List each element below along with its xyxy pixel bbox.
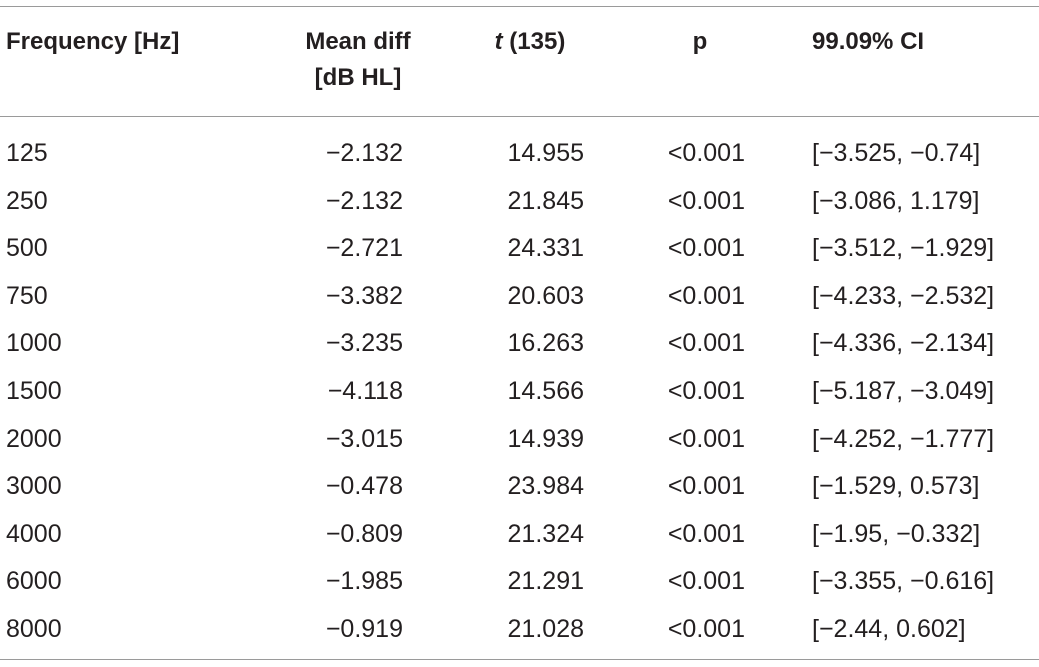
cell-t-statistic: 21.028 [507, 614, 584, 643]
cell-p-value: <0.001 [667, 281, 745, 310]
table-body: 125 −2.132 14.955 <0.001 [−3.525, −0.74] 250 −… [0, 130, 1039, 654]
cell-p-value: <0.001 [667, 329, 745, 358]
cell-t-statistic: 21.845 [507, 186, 584, 215]
cell-t-statistic: 14.566 [507, 376, 584, 405]
cell-t-statistic: 23.984 [507, 472, 584, 501]
cell-p-value: <0.001 [667, 424, 745, 453]
cell-confidence-interval: [−5.187, −3.049] [812, 376, 995, 405]
cell-frequency: 8000 [6, 614, 62, 643]
cell-confidence-interval: [−4.336, −2.134] [812, 329, 995, 358]
cell-t-statistic: 20.603 [507, 281, 584, 310]
cell-p-value: <0.001 [667, 139, 745, 167]
cell-p-value: <0.001 [667, 472, 745, 501]
header-mean-diff-line1: Mean diff [305, 28, 411, 55]
cell-confidence-interval: [−4.233, −2.532] [812, 281, 995, 310]
cell-frequency: 3000 [6, 472, 62, 501]
cell-confidence-interval: [−2.44, 0.602] [812, 614, 966, 643]
cell-mean-diff: −4.118 [327, 376, 403, 405]
table-row: 1000 −3.235 16.263 <0.001 [−4.336, −2.134] [0, 320, 1039, 368]
table-top-rule [0, 6, 1039, 7]
cell-confidence-interval: [−3.525, −0.74] [812, 139, 981, 167]
cell-p-value: <0.001 [667, 234, 745, 263]
cell-mean-diff: −2.721 [325, 234, 403, 263]
cell-frequency: 4000 [6, 519, 62, 548]
cell-confidence-interval: [−1.95, −0.332] [812, 519, 981, 548]
cell-t-statistic: 14.955 [507, 139, 584, 167]
table-header: Frequency [Hz] Mean diff [dB HL] t (135)… [0, 24, 1039, 104]
table-row: 500 −2.721 24.331 <0.001 [−3.512, −1.929] [0, 225, 1039, 273]
cell-frequency: 6000 [6, 567, 62, 596]
cell-frequency: 750 [6, 281, 48, 310]
cell-p-value: <0.001 [667, 186, 745, 215]
cell-frequency: 250 [6, 186, 48, 215]
cell-frequency: 125 [6, 139, 48, 167]
table-row: 8000 −0.919 21.028 <0.001 [−2.44, 0.602] [0, 606, 1039, 654]
cell-p-value: <0.001 [667, 567, 745, 596]
cell-mean-diff: −0.478 [325, 472, 403, 501]
table-row: 750 −3.382 20.603 <0.001 [−4.233, −2.532] [0, 273, 1039, 321]
cell-confidence-interval: [−4.252, −1.777] [812, 424, 995, 453]
cell-mean-diff: −0.809 [325, 519, 403, 548]
table-row: 6000 −1.985 21.291 <0.001 [−3.355, −0.616] [0, 558, 1039, 606]
cell-mean-diff: −3.382 [325, 281, 403, 310]
cell-mean-diff: −3.015 [325, 424, 403, 453]
header-t-df: (135) [502, 28, 566, 55]
table-row: 3000 −0.478 23.984 <0.001 [−1.529, 0.573] [0, 463, 1039, 511]
cell-mean-diff: −2.132 [325, 139, 403, 167]
table-row: 125 −2.132 14.955 <0.001 [−3.525, −0.74] [0, 130, 1039, 178]
cell-p-value: <0.001 [667, 614, 745, 643]
cell-t-statistic: 24.331 [507, 234, 584, 263]
table-header-rule [0, 116, 1039, 117]
cell-confidence-interval: [−3.512, −1.929] [812, 234, 995, 263]
cell-t-statistic: 16.263 [507, 329, 584, 358]
cell-t-statistic: 21.291 [507, 567, 584, 596]
cell-frequency: 500 [6, 234, 48, 263]
cell-t-statistic: 14.939 [507, 424, 584, 453]
header-t-statistic: t (135) [470, 24, 590, 60]
cell-mean-diff: −3.235 [325, 329, 403, 358]
cell-mean-diff: −0.919 [325, 614, 403, 643]
cell-frequency: 1500 [6, 376, 62, 405]
table-row: 4000 −0.809 21.324 <0.001 [−1.95, −0.332] [0, 511, 1039, 559]
cell-confidence-interval: [−1.529, 0.573] [812, 472, 980, 501]
cell-frequency: 2000 [6, 424, 62, 453]
cell-p-value: <0.001 [667, 376, 745, 405]
header-p-value: p [692, 28, 708, 55]
header-confidence-interval: 99.09% CI [812, 28, 925, 55]
header-mean-diff: Mean diff [dB HL] [262, 24, 454, 96]
table-row: 1500 −4.118 14.566 <0.001 [−5.187, −3.049] [0, 368, 1039, 416]
cell-confidence-interval: [−3.086, 1.179] [812, 186, 980, 215]
cell-confidence-interval: [−3.355, −0.616] [812, 567, 995, 596]
cell-p-value: <0.001 [667, 519, 745, 548]
table-row: 2000 −3.015 14.939 <0.001 [−4.252, −1.777] [0, 416, 1039, 464]
table-bottom-rule [0, 659, 1039, 660]
header-frequency: Frequency [Hz] [6, 28, 180, 55]
table-row: 250 −2.132 21.845 <0.001 [−3.086, 1.179] [0, 178, 1039, 226]
cell-t-statistic: 21.324 [507, 519, 584, 548]
header-mean-diff-line2: [dB HL] [314, 64, 402, 91]
header-t-symbol: t [494, 28, 503, 55]
cell-mean-diff: −1.985 [325, 567, 403, 596]
cell-frequency: 1000 [6, 329, 62, 358]
cell-mean-diff: −2.132 [325, 186, 403, 215]
